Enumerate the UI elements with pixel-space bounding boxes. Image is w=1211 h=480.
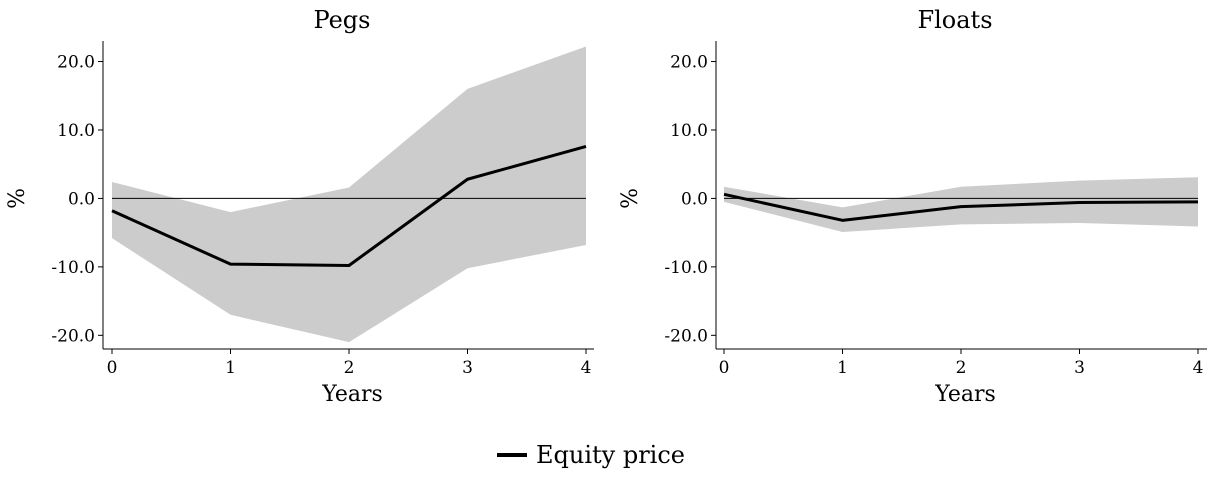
y-axis-label: % — [618, 188, 643, 209]
x-tick-label: 1 — [225, 358, 236, 378]
confidence-band — [112, 46, 586, 342]
y-tick-label: -10.0 — [664, 258, 708, 278]
y-tick-label: 20.0 — [57, 53, 95, 73]
x-tick-label: 2 — [956, 358, 967, 378]
confidence-band — [724, 177, 1198, 232]
x-tick-label: 3 — [462, 358, 473, 378]
x-tick-label: 4 — [581, 358, 592, 378]
x-axis-label: Years — [934, 382, 996, 407]
chart-title: Floats — [917, 6, 992, 34]
y-tick-label: -10.0 — [51, 258, 95, 278]
legend-label: Equity price — [536, 441, 685, 469]
y-tick-label: -20.0 — [51, 326, 95, 346]
x-tick-label: 4 — [1193, 358, 1204, 378]
y-tick-label: -20.0 — [664, 326, 708, 346]
x-tick-label: 1 — [837, 358, 848, 378]
y-tick-label: 0.0 — [681, 189, 708, 209]
x-tick-label: 0 — [107, 358, 118, 378]
x-tick-label: 0 — [719, 358, 730, 378]
panel-floats: Floats -20.0 -10.0 0.0 10.0 20.0 0 1 2 3 4 Years% — [618, 6, 1207, 407]
legend: Equity price — [497, 441, 685, 469]
y-tick-label: 20.0 — [670, 53, 708, 73]
y-tick-label: 0.0 — [68, 189, 95, 209]
chart-title: Pegs — [314, 6, 371, 34]
panel-pegs: Pegs -20.0 -10.0 0.0 10.0 20.0 0 1 2 3 4 Years% — [5, 6, 594, 407]
y-tick-label: 10.0 — [670, 121, 708, 141]
y-axis-label: % — [5, 188, 30, 209]
y-tick-label: 10.0 — [57, 121, 95, 141]
x-tick-label: 3 — [1074, 358, 1085, 378]
x-axis-label: Years — [321, 382, 383, 407]
x-tick-label: 2 — [344, 358, 355, 378]
